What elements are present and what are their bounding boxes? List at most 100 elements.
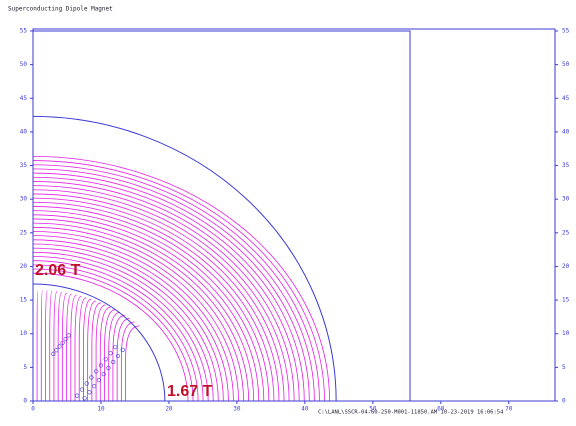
y-tick-label: 40 — [20, 128, 28, 135]
field-line — [32, 172, 310, 402]
annotation: 1.67 T — [167, 383, 213, 400]
field-line — [32, 226, 244, 402]
field-line — [32, 189, 290, 402]
conductor — [94, 369, 99, 374]
field-line — [66, 293, 72, 401]
field-line — [32, 193, 285, 402]
field-line — [116, 318, 130, 401]
conductor — [113, 345, 118, 350]
field-line — [32, 251, 214, 402]
field-line — [104, 309, 116, 401]
field-line — [78, 297, 87, 401]
field-line — [32, 239, 229, 402]
y-tick-label: 15 — [562, 297, 570, 304]
field-line — [53, 291, 58, 401]
field-line — [112, 314, 125, 401]
field-line — [32, 268, 194, 402]
y-tick-label: 40 — [562, 128, 570, 135]
x-tick-label: 30 — [233, 406, 241, 413]
field-line — [74, 295, 82, 401]
field-line — [91, 302, 101, 401]
field-line — [32, 206, 270, 402]
x-tick-label: 60 — [437, 406, 445, 413]
y-tick-label: 25 — [20, 229, 28, 236]
iron-boundary — [32, 115, 337, 402]
field-line — [99, 306, 111, 401]
conductor — [96, 378, 102, 383]
conductor — [120, 347, 125, 352]
y-tick-label: 10 — [20, 330, 28, 337]
field-line — [70, 294, 77, 401]
field-line — [40, 289, 43, 401]
footer: C:\LANL\SSCR-04-60-250-M001-11850.AM 10-… — [318, 410, 504, 416]
y-tick-label: 25 — [562, 229, 570, 236]
y-tick-label: 0 — [562, 398, 566, 405]
conductor — [92, 384, 97, 389]
conductor — [103, 357, 108, 362]
conductor — [54, 348, 59, 353]
y-tick-label: 30 — [20, 196, 28, 203]
conductor — [66, 333, 71, 338]
field-line — [32, 260, 204, 402]
y-tick-label: 30 — [562, 196, 570, 203]
field-line — [32, 164, 320, 402]
field-line — [32, 256, 209, 402]
field-line — [32, 160, 325, 402]
field-line — [49, 290, 53, 401]
x-tick-label: 0 — [31, 406, 35, 413]
field-line — [32, 168, 315, 402]
field-line — [32, 235, 234, 402]
field-line — [32, 185, 295, 402]
conductor — [108, 351, 113, 356]
field-line — [32, 264, 199, 402]
field-line — [57, 291, 63, 401]
y-tick-label: 5 — [23, 364, 27, 371]
y-tick-label: 50 — [562, 61, 570, 68]
chart-title: Superconducting Dipole Magnet — [8, 6, 113, 13]
y-tick-label: 15 — [20, 297, 28, 304]
conductor — [111, 359, 116, 365]
field-line — [32, 155, 330, 402]
conductor — [51, 351, 56, 357]
field-line — [120, 321, 135, 401]
conductor — [87, 390, 92, 395]
field-line — [32, 272, 189, 402]
annotation: 2.06 T — [35, 262, 81, 279]
y-tick-label: 55 — [20, 28, 28, 35]
field-line — [32, 201, 275, 402]
conductor — [60, 340, 65, 345]
x-tick-label: 10 — [97, 406, 105, 413]
conductor — [89, 375, 94, 380]
field-line — [45, 290, 48, 401]
y-tick-label: 20 — [20, 263, 28, 270]
y-tick-label: 45 — [562, 95, 570, 102]
conductor — [63, 337, 68, 342]
field-line — [108, 311, 121, 401]
y-tick-label: 45 — [20, 95, 28, 102]
conductor — [82, 396, 87, 401]
conductor — [75, 393, 80, 398]
field-line — [32, 210, 265, 402]
y-tick-label: 55 — [562, 28, 570, 35]
field-line — [95, 304, 106, 401]
y-tick-label: 50 — [20, 61, 28, 68]
x-tick-label: 50 — [369, 406, 377, 413]
field-line — [32, 222, 250, 402]
inner-frame — [32, 30, 411, 402]
field-line — [32, 214, 260, 402]
field-line — [83, 298, 92, 401]
field-line — [32, 243, 224, 402]
field-line — [32, 181, 300, 402]
field-line — [32, 176, 305, 402]
x-tick-label: 40 — [301, 406, 309, 413]
conductor — [115, 353, 121, 359]
y-tick-label: 5 — [562, 364, 566, 371]
x-tick-label: 70 — [505, 406, 513, 413]
y-tick-label: 35 — [20, 162, 28, 169]
y-tick-label: 0 — [23, 398, 27, 405]
field-line — [125, 325, 140, 401]
y-tick-label: 10 — [562, 330, 570, 337]
field-line — [32, 218, 255, 402]
y-tick-label: 20 — [562, 263, 570, 270]
